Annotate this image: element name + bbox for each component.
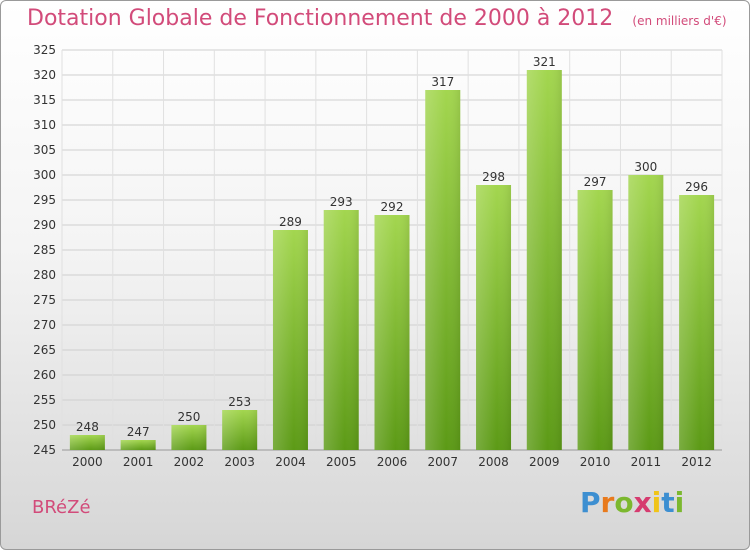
x-tick-label: 2002 xyxy=(174,455,205,469)
bar-shade xyxy=(628,175,664,450)
title-row: Dotation Globale de Fonctionnement de 20… xyxy=(27,6,727,31)
data-label: 300 xyxy=(634,160,657,174)
y-tick-label: 300 xyxy=(33,168,56,182)
data-label: 298 xyxy=(482,170,505,184)
bar-shade xyxy=(679,195,715,450)
bar-shade xyxy=(69,435,105,450)
x-tick-label: 2000 xyxy=(72,455,103,469)
bar-shade xyxy=(222,410,258,450)
y-tick-label: 290 xyxy=(33,218,56,232)
bar-layer xyxy=(69,70,715,450)
y-tick-label: 270 xyxy=(33,318,56,332)
bar-shade xyxy=(374,215,410,450)
y-tick-label: 325 xyxy=(33,43,56,57)
bar-shade xyxy=(272,230,308,450)
y-tick-label: 280 xyxy=(33,268,56,282)
data-label: 248 xyxy=(76,420,99,434)
bar-shade xyxy=(425,90,461,450)
bar-shade xyxy=(120,440,156,450)
bar-shade xyxy=(476,185,512,450)
data-label: 250 xyxy=(177,410,200,424)
x-tick-label: 2001 xyxy=(123,455,154,469)
chart-unit: (en milliers d'€) xyxy=(632,14,727,28)
y-tick-label: 305 xyxy=(33,143,56,157)
bar-shade xyxy=(526,70,562,450)
commune-name: BRéZé xyxy=(32,497,91,518)
y-tick-label: 275 xyxy=(33,293,56,307)
x-tick-label: 2009 xyxy=(529,455,560,469)
x-tick-label: 2005 xyxy=(326,455,357,469)
y-tick-label: 320 xyxy=(33,68,56,82)
y-tick-label: 260 xyxy=(33,368,56,382)
data-label: 253 xyxy=(228,395,251,409)
x-tick-label: 2004 xyxy=(275,455,306,469)
data-label: 247 xyxy=(127,425,150,439)
x-tick-label: 2012 xyxy=(681,455,712,469)
x-tick-label: 2010 xyxy=(580,455,611,469)
data-label: 321 xyxy=(533,55,556,69)
y-tick-label: 245 xyxy=(33,443,56,457)
y-tick-label: 265 xyxy=(33,343,56,357)
bar-shade xyxy=(323,210,359,450)
x-tick-label: 2007 xyxy=(427,455,458,469)
y-tick-label: 315 xyxy=(33,93,56,107)
data-label: 293 xyxy=(330,195,353,209)
x-tick-label: 2006 xyxy=(377,455,408,469)
y-tick-label: 285 xyxy=(33,243,56,257)
data-label: 297 xyxy=(584,175,607,189)
y-tick-label: 310 xyxy=(33,118,56,132)
data-label: 292 xyxy=(381,200,404,214)
label-layer: 245 250 255 260 265 270 275 280 285 290 295 300 305 3… xyxy=(33,43,712,469)
x-tick-label: 2003 xyxy=(224,455,255,469)
data-label: 289 xyxy=(279,215,302,229)
x-tick-label: 2008 xyxy=(478,455,509,469)
x-tick-label: 2011 xyxy=(631,455,662,469)
proxiti-logo[interactable]: Proxiti xyxy=(580,486,685,519)
bar-shade xyxy=(577,190,613,450)
y-tick-label: 295 xyxy=(33,193,56,207)
chart-title: Dotation Globale de Fonctionnement de 20… xyxy=(27,6,614,31)
bar-shade xyxy=(171,425,207,450)
y-tick-label: 250 xyxy=(33,418,56,432)
data-label: 296 xyxy=(685,180,708,194)
data-label: 317 xyxy=(431,75,454,89)
y-tick-label: 255 xyxy=(33,393,56,407)
